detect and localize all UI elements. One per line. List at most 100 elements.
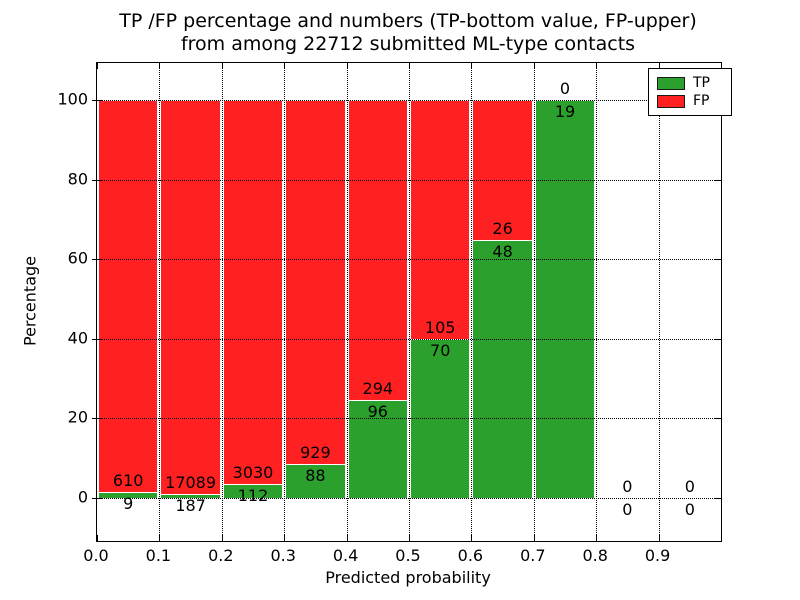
y-tick-mark-right <box>715 259 721 261</box>
chart-title: TP /FP percentage and numbers (TP-bottom… <box>96 10 720 56</box>
bar-segment-fp <box>285 100 346 498</box>
x-tick-mark-top <box>221 63 223 69</box>
x-tick-mark-top <box>471 63 473 69</box>
fp-count-label: 26 <box>492 218 513 238</box>
y-tick-mark <box>97 498 103 500</box>
y-tick-label: 80 <box>67 169 88 189</box>
bar-segment-tp <box>160 493 221 498</box>
x-tick-mark <box>409 535 410 541</box>
y-axis-label: Percentage <box>20 255 40 347</box>
x-tick-label: 0.4 <box>332 546 359 565</box>
bar-segment-tp <box>222 483 284 498</box>
y-tick-label: 20 <box>67 407 88 427</box>
chart-title-line1: TP /FP percentage and numbers (TP-bottom… <box>119 10 697 32</box>
v-gridline <box>409 63 410 541</box>
bar-segment-tp <box>98 492 159 498</box>
fp-count-label: 0 <box>622 477 633 497</box>
x-tick-label: 0.6 <box>457 546 484 565</box>
y-tick-mark-outer <box>92 338 97 340</box>
x-tick-mark <box>346 535 348 541</box>
x-tick-mark-top <box>533 63 535 69</box>
y-tick-mark <box>97 100 103 101</box>
x-tick-label: 0.2 <box>208 546 234 565</box>
bar-segment-fp <box>98 100 159 498</box>
bar-segment-tp <box>472 239 533 498</box>
y-tick-mark-right <box>715 418 721 420</box>
v-gridline <box>596 63 598 541</box>
x-tick-label: 0.1 <box>145 546 172 565</box>
y-tick-label: 0 <box>77 487 88 507</box>
legend-item-tp: TP <box>657 74 723 92</box>
x-tick-label: 0.8 <box>582 546 608 565</box>
x-tick-mark <box>471 535 473 541</box>
legend: TP FP <box>648 68 732 116</box>
tp-count-label: 9 <box>123 494 134 514</box>
bar-segment-fp <box>222 100 284 498</box>
x-tick-mark <box>284 535 286 541</box>
x-tick-label: 0.5 <box>395 546 421 565</box>
v-gridline <box>346 63 348 541</box>
tp-count-label: 187 <box>175 495 206 515</box>
x-tick-label: 0.9 <box>644 546 671 565</box>
plot-area: TP FP 610 9 17089 187 3030 112 929 88 294 96 105 70 2… <box>92 62 732 542</box>
tp-count-label: 0 <box>684 500 695 520</box>
x-tick-mark-top <box>409 63 410 69</box>
v-gridline <box>159 63 161 541</box>
x-tick-label: 0.7 <box>520 546 546 565</box>
tp-count-label: 70 <box>430 340 451 360</box>
x-tick-mark <box>721 535 722 541</box>
v-gridline <box>471 63 473 541</box>
y-tick-label: 100 <box>57 89 88 109</box>
y-tick-label: 60 <box>67 248 88 268</box>
bar-segment-tp <box>285 463 346 498</box>
x-tick-mark-top <box>159 63 161 69</box>
legend-item-fp: FP <box>657 92 723 110</box>
x-tick-mark-top <box>596 63 598 69</box>
bar-segment-tp <box>534 100 596 498</box>
fp-count-label: 929 <box>300 442 331 462</box>
y-tick-mark-outer <box>92 418 97 420</box>
y-tick-mark-outer <box>92 100 97 101</box>
tp-count-label: 112 <box>237 485 269 505</box>
bar-segment-tp <box>347 400 408 498</box>
chart-title-line2: from among 22712 submitted ML-type conta… <box>180 33 636 55</box>
fp-count-label: 17089 <box>165 472 217 492</box>
tp-count-label: 96 <box>367 402 388 422</box>
y-tick-mark-outer <box>92 498 97 500</box>
fp-count-label: 294 <box>362 379 394 399</box>
fp-count-label: 105 <box>424 317 456 337</box>
fp-count-label: 610 <box>112 471 144 491</box>
x-tick-label: 0.3 <box>270 546 296 565</box>
legend-label: FP <box>693 93 710 109</box>
y-tick-mark <box>97 179 103 181</box>
tp-count-label: 88 <box>305 465 326 485</box>
legend-swatch-tp <box>657 76 685 90</box>
tp-count-label: 0 <box>622 500 633 520</box>
x-tick-mark-top <box>346 63 348 69</box>
y-tick-mark <box>97 338 103 340</box>
fp-count-label: 3030 <box>232 462 274 482</box>
y-tick-label: 40 <box>67 328 88 348</box>
tp-count-label: 19 <box>554 102 576 121</box>
x-axis-label: Predicted probability <box>325 568 491 587</box>
x-tick-mark-top <box>721 63 722 69</box>
x-tick-mark-top <box>284 63 286 69</box>
y-tick-mark <box>97 259 103 261</box>
y-tick-mark-outer <box>92 259 97 261</box>
x-tick-mark <box>533 535 535 541</box>
y-tick-mark-outer <box>92 179 97 181</box>
y-tick-mark-right <box>715 338 721 340</box>
v-gridline <box>284 63 286 541</box>
x-tick-mark-top <box>658 63 660 69</box>
v-gridline <box>221 63 223 541</box>
y-tick-mark <box>97 418 103 420</box>
fp-count-label: 0 <box>559 79 571 98</box>
x-tick-mark <box>97 535 98 541</box>
v-gridline <box>533 63 535 541</box>
x-tick-label: 0.0 <box>83 546 109 565</box>
x-tick-mark <box>221 535 223 541</box>
v-gridline <box>658 63 660 541</box>
x-tick-mark <box>658 535 660 541</box>
x-tick-mark <box>159 535 161 541</box>
